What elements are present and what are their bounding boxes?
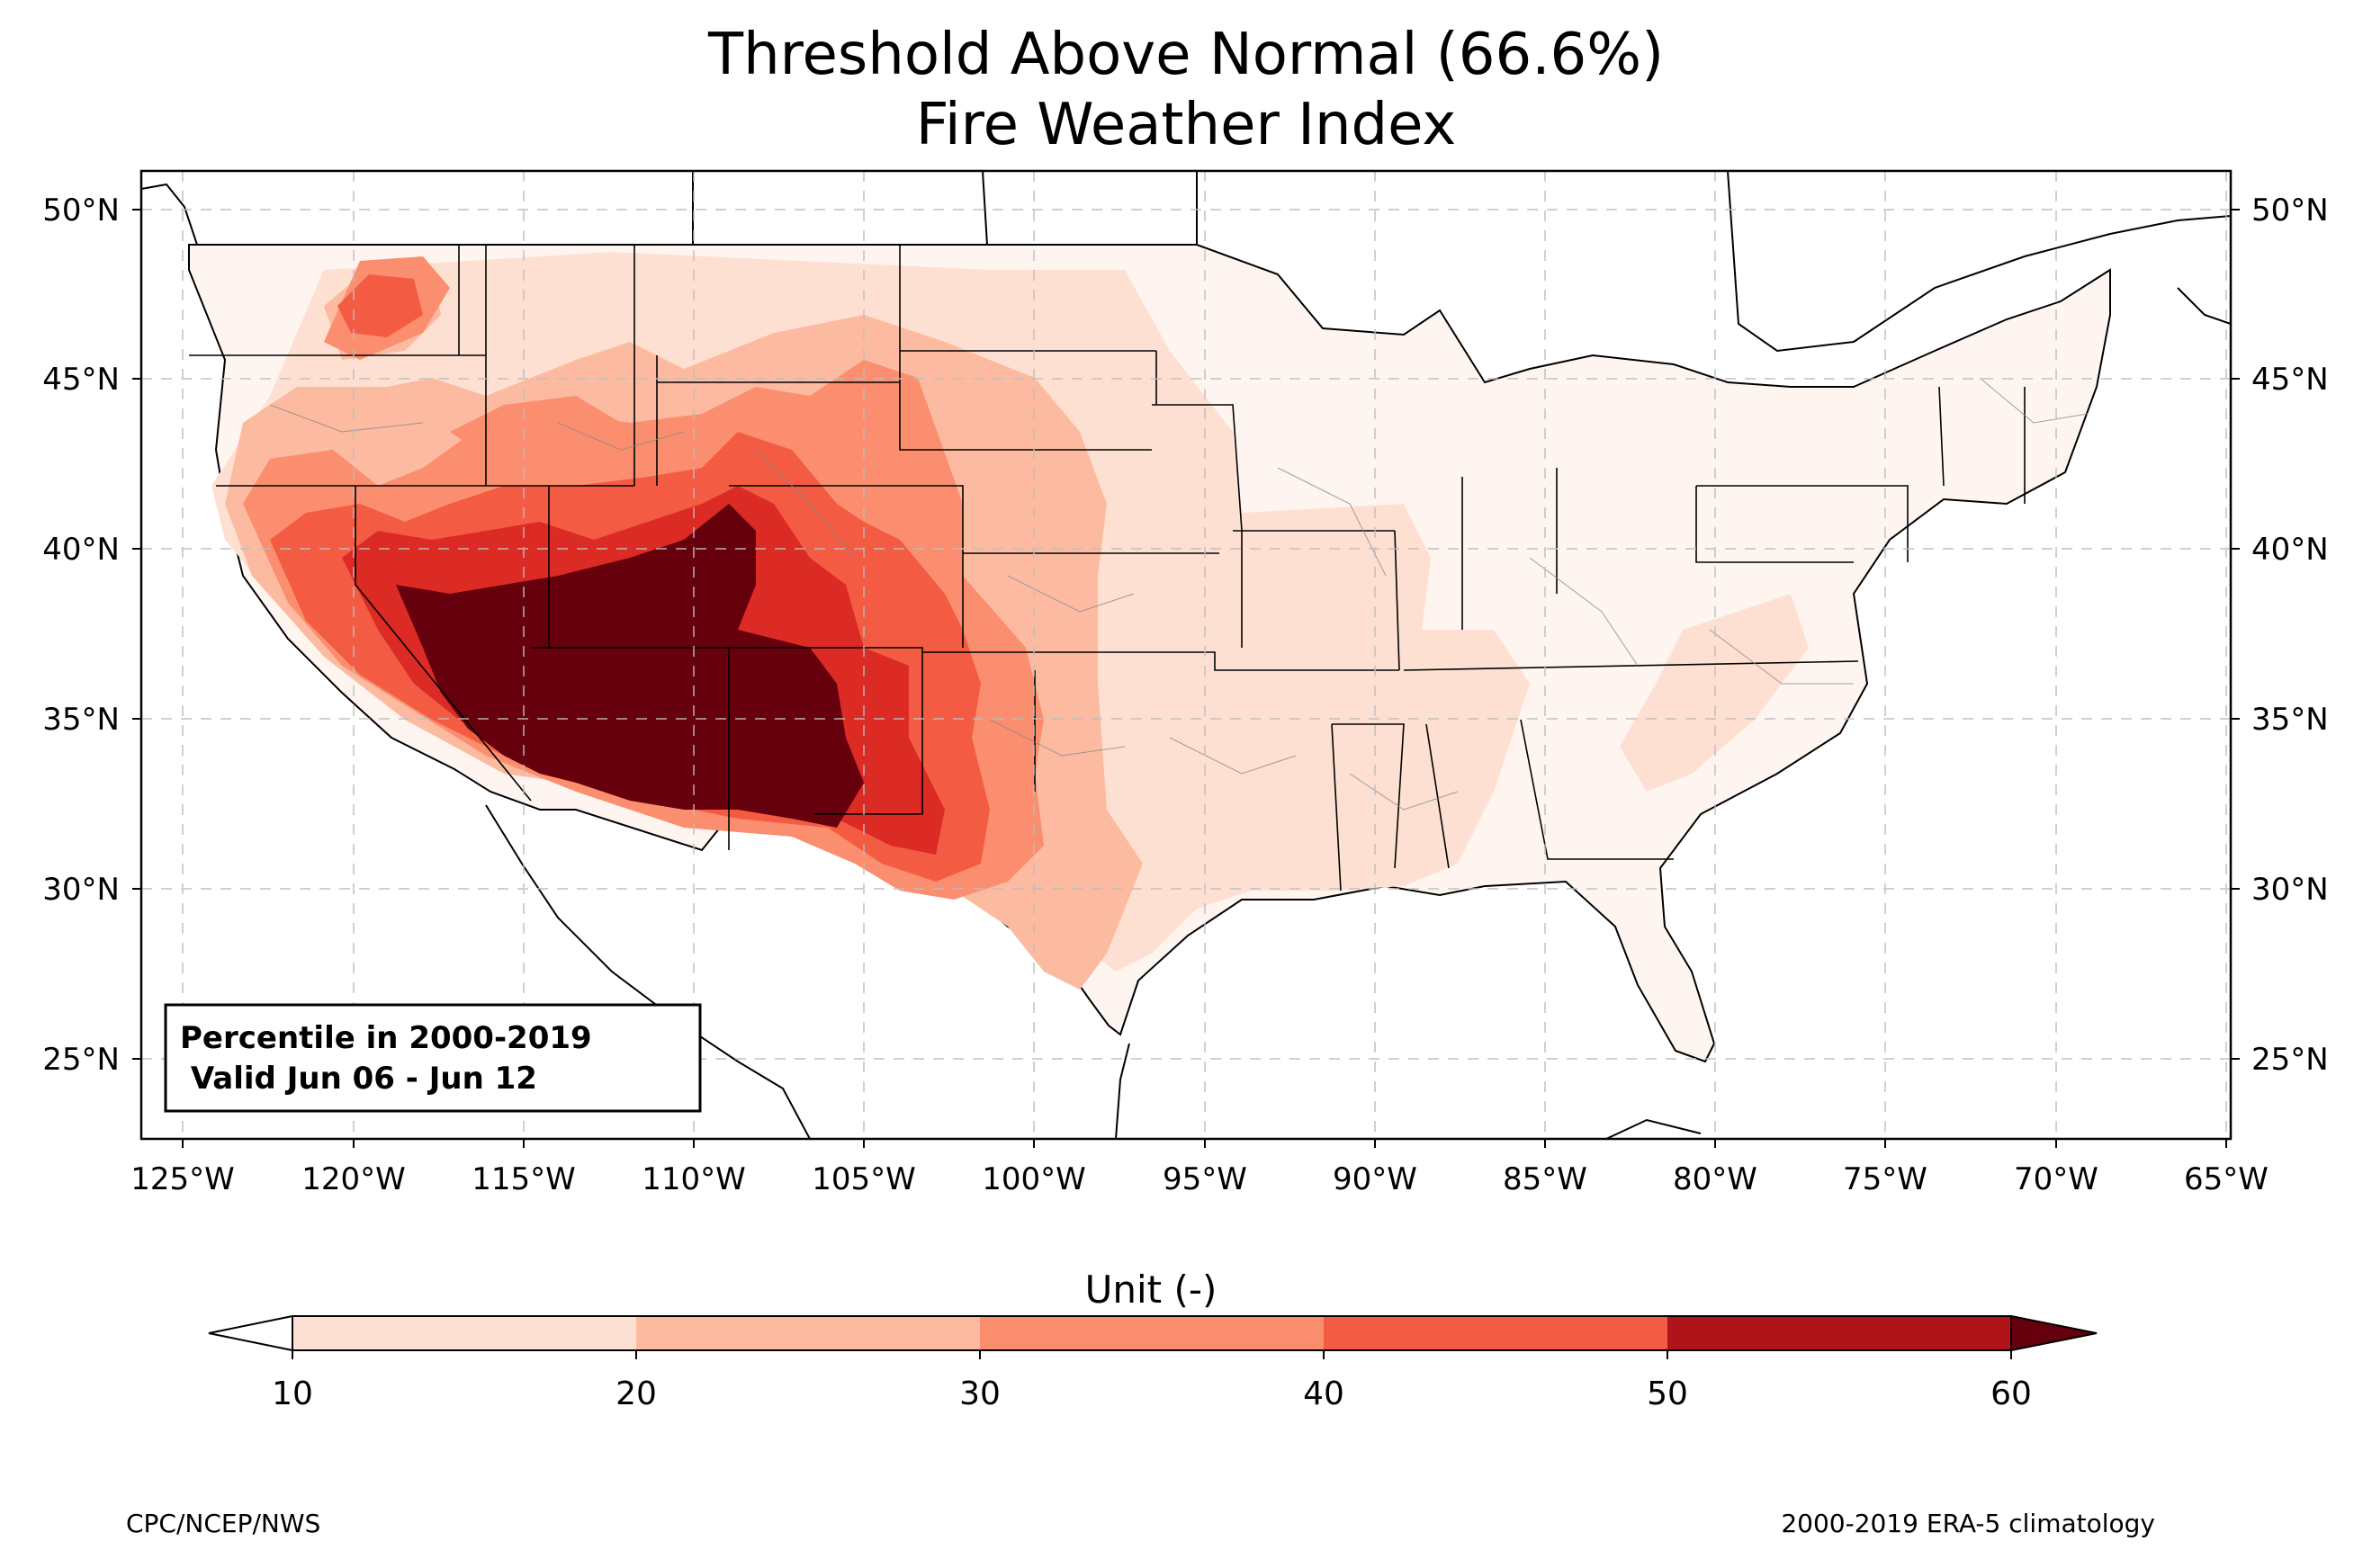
info-box: Percentile in 2000-2019 Valid Jun 06 - J… [164, 1003, 702, 1113]
lon-label: 120°W [301, 1161, 406, 1197]
contour-60-plus [396, 504, 864, 828]
lat-ticks-left [132, 209, 141, 1060]
lat-label-right: 45°N [2251, 362, 2329, 398]
lon-ticks [182, 1139, 2227, 1148]
footer-source: CPC/NCEP/NWS [126, 1509, 320, 1538]
lat-label-right: 25°N [2251, 1042, 2329, 1078]
contour-30-40-wy [450, 396, 621, 468]
lat-label-right: 35°N [2251, 702, 2329, 738]
colorbar-bin-10-20 [292, 1316, 636, 1350]
colorbar-tick-label: 30 [959, 1375, 1001, 1412]
colorbar: Unit (-) 10 20 30 40 50 60 [208, 1268, 2098, 1412]
lon-label: 85°W [1503, 1161, 1587, 1197]
lat-label-right: 50°N [2251, 193, 2329, 228]
contour-40-50-oregon [337, 274, 423, 337]
lat-ticks-right [2231, 209, 2240, 1060]
lon-label: 75°W [1843, 1161, 1927, 1197]
lat-label-right: 30°N [2251, 872, 2329, 908]
colorbar-bin-20-30 [636, 1316, 980, 1350]
colorbar-tick-label: 20 [615, 1375, 657, 1412]
info-box-line-1: Percentile in 2000-2019 [180, 1020, 592, 1056]
colorbar-frame [292, 1315, 2012, 1351]
gridlines [141, 171, 2231, 1139]
colorbar-bin-40-50 [1324, 1316, 1667, 1350]
lat-label-left: 35°N [42, 702, 120, 738]
neighbor-country-lines [141, 171, 2231, 1139]
colorbar-bin-50-60 [1667, 1316, 2011, 1350]
colorbar-extend-under [208, 1314, 293, 1352]
colorbar-label: Unit (-) [1085, 1268, 1217, 1312]
colorbar-tick-marks [292, 1350, 2012, 1359]
lon-label: 110°W [642, 1161, 746, 1197]
lon-label: 90°W [1333, 1161, 1417, 1197]
map-content [141, 171, 2231, 1139]
colorbar-tick-label: 40 [1303, 1375, 1344, 1412]
map-panel: 50°N 45°N 40°N 35°N 30°N 25°N 50°N 45°N … [42, 169, 2329, 1197]
colorbar-tick-label: 60 [1990, 1375, 2032, 1412]
lon-label: 70°W [2014, 1161, 2098, 1197]
lon-label: 80°W [1673, 1161, 1757, 1197]
lat-label-left: 25°N [42, 1042, 120, 1078]
info-box-line-2: Valid Jun 06 - Jun 12 [180, 1061, 537, 1097]
info-box-frame [164, 1003, 702, 1113]
title-line-2: Fire Weather Index [916, 92, 1457, 158]
county-lines [269, 377, 2089, 811]
lon-label: 65°W [2184, 1161, 2269, 1197]
lon-label: 95°W [1163, 1161, 1247, 1197]
title-line-1: Threshold Above Normal (66.6%) [707, 22, 1664, 88]
lat-label-right: 40°N [2251, 532, 2329, 568]
colorbar-tick-label: 10 [272, 1375, 313, 1412]
lat-label-left: 50°N [42, 193, 120, 228]
map-frame [139, 169, 2233, 1141]
colorbar-bin-30-40 [980, 1316, 1324, 1350]
lat-label-left: 40°N [42, 532, 120, 568]
colorbar-extend-over [2010, 1314, 2098, 1352]
lon-label: 115°W [472, 1161, 576, 1197]
footer-climatology: 2000-2019 ERA-5 climatology [1781, 1509, 2155, 1538]
lat-label-left: 30°N [42, 872, 120, 908]
lat-label-left: 45°N [42, 362, 120, 398]
lon-label: 125°W [130, 1161, 235, 1197]
lon-label: 105°W [812, 1161, 916, 1197]
colorbar-tick-label: 50 [1647, 1375, 1688, 1412]
lon-label: 100°W [982, 1161, 1086, 1197]
